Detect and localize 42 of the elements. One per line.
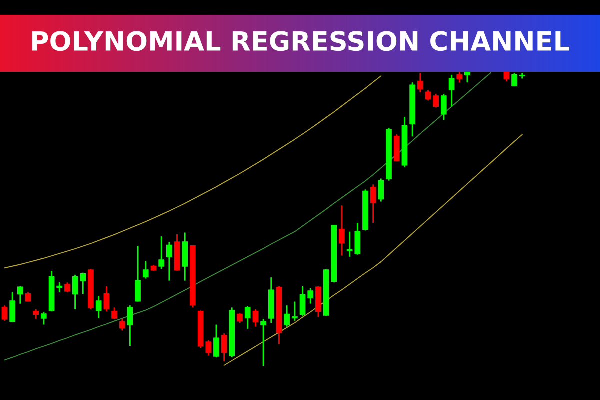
candlestick: [433, 93, 439, 108]
candlestick: [166, 241, 172, 282]
candlestick: [417, 72, 424, 94]
candlestick: [64, 282, 70, 294]
candlestick: [96, 295, 102, 319]
candlestick: [25, 292, 32, 302]
candlestick: [441, 93, 447, 121]
candlestick: [512, 72, 518, 88]
candlestick: [158, 236, 164, 270]
candlestick: [127, 304, 134, 347]
candlestick: [237, 312, 243, 324]
candlestick: [119, 318, 126, 332]
candlestick: [17, 286, 24, 305]
candlestick: [292, 301, 298, 322]
candlestick: [308, 288, 314, 305]
candlestick: [339, 204, 345, 256]
candlestick: [142, 260, 149, 280]
candlestick: [425, 90, 432, 102]
candlestick: [221, 332, 228, 362]
candlestick: [354, 222, 361, 256]
candlestick: [300, 286, 306, 317]
chart-title: POLYNOMIAL REGRESSION CHANNEL: [32, 31, 570, 52]
candlestick: [244, 306, 251, 330]
candlestick: [370, 184, 376, 224]
candlestick: [10, 292, 16, 323]
candlestick: [260, 318, 266, 367]
candlestick: [41, 311, 47, 326]
candlestick: [104, 286, 110, 312]
candlestick: [378, 178, 384, 202]
candlestick: [56, 282, 63, 294]
candlestick: [346, 231, 353, 258]
candlestick: [72, 274, 78, 310]
candlestick: [206, 340, 212, 356]
candlestick: [284, 304, 290, 328]
candlestick: [252, 308, 259, 328]
candlestick: [135, 245, 141, 302]
candlestick: [80, 272, 86, 295]
candlestick: [448, 74, 455, 108]
candlestick: [2, 304, 8, 322]
candlestick: [33, 308, 39, 320]
candlestick: [456, 72, 463, 84]
candlestick: [214, 324, 220, 358]
